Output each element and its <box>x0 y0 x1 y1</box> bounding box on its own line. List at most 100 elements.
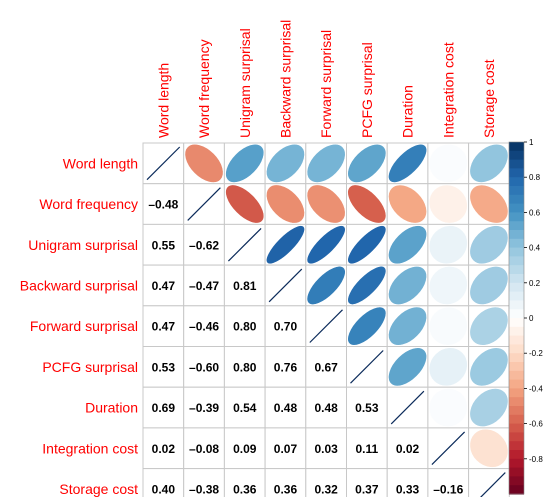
color-legend-segment <box>509 256 524 266</box>
correlation-ellipse <box>428 306 468 346</box>
grid-cell <box>305 468 347 502</box>
correlation-value: –0.46 <box>189 320 219 334</box>
correlation-value: 0.02 <box>152 442 176 456</box>
correlation-ellipse <box>184 143 224 183</box>
grid-cell <box>142 264 185 307</box>
color-legend-segment <box>509 476 524 486</box>
diagonal-line <box>146 146 181 181</box>
correlation-ellipse <box>347 143 387 183</box>
correlation-ellipse <box>306 184 346 224</box>
column-label: Backward surprisal <box>277 20 293 138</box>
correlation-ellipse <box>388 306 427 346</box>
grid-cell <box>183 386 225 429</box>
diagonal-line <box>227 227 262 262</box>
column-label: PCFG surprisal <box>359 42 375 138</box>
correlation-ellipse <box>388 184 427 224</box>
color-legend-segment <box>509 159 524 169</box>
correlation-value: –0.47 <box>189 279 219 293</box>
color-legend-segment <box>509 247 524 257</box>
color-legend-segment <box>509 326 524 337</box>
diagonal-line <box>350 350 384 384</box>
color-legend-segment <box>509 450 524 460</box>
grid-cell <box>386 427 429 470</box>
color-legend-segment <box>509 265 524 275</box>
color-legend-segment <box>509 212 524 222</box>
correlation-value: 0.54 <box>233 401 257 415</box>
column-label: Storage cost <box>481 59 497 138</box>
correlation-ellipse <box>306 266 346 305</box>
correlation-value: 0.70 <box>274 320 298 334</box>
color-legend-segment <box>509 300 524 310</box>
correlation-value: 0.81 <box>233 279 257 293</box>
color-legend: 1 0.8 0.6 0.4 0.2 0 -0.2 -0.4 -0.6 -0.8 <box>508 138 543 495</box>
correlation-ellipse <box>388 225 427 265</box>
grid-cell <box>142 468 185 502</box>
correlation-ellipse <box>266 184 305 224</box>
correlation-ellipse <box>469 143 509 183</box>
row-label: PCFG surprisal <box>42 359 138 375</box>
correlation-value: 0.40 <box>152 482 176 496</box>
color-legend-segment <box>509 168 524 178</box>
color-legend-segment <box>509 238 524 249</box>
column-label: Word length <box>155 63 171 138</box>
correlation-ellipse <box>428 388 468 427</box>
grid-cell <box>305 386 347 429</box>
grid-cell <box>264 305 307 347</box>
column-label: Duration <box>400 85 416 138</box>
row-label: Backward surprisal <box>20 277 138 293</box>
correlation-ellipse <box>469 388 509 427</box>
column-labels: Word length Word frequency Unigram surpris… <box>155 20 497 138</box>
correlation-ellipse <box>388 143 427 183</box>
color-legend-tick-label: 0 <box>529 314 534 323</box>
grid-cell <box>305 346 347 388</box>
grid-cell <box>183 264 225 307</box>
color-legend-segment <box>509 458 524 469</box>
grid-cell <box>142 183 185 225</box>
color-legend-tick-label: 0.2 <box>529 279 541 288</box>
diagonal-line <box>268 268 303 303</box>
grid-cell <box>264 468 307 502</box>
color-legend-segment <box>509 221 524 231</box>
correlation-value: –0.62 <box>189 238 219 252</box>
color-legend-segment <box>509 414 524 425</box>
correlation-value: –0.39 <box>189 401 219 415</box>
grid-cell <box>142 305 185 347</box>
diagonal-line <box>309 309 343 343</box>
correlation-value: 0.48 <box>314 401 338 415</box>
color-legend-segment <box>509 203 524 213</box>
color-legend-segment <box>509 318 524 328</box>
color-legend-tick-label: 1 <box>529 138 534 147</box>
grid-cell <box>183 346 225 388</box>
correlation-value: 0.80 <box>233 320 257 334</box>
correlation-ellipse <box>388 266 427 305</box>
column-label: Word frequency <box>196 39 212 138</box>
correlation-ellipse <box>428 347 468 387</box>
row-label: Word length <box>63 155 138 171</box>
color-legend-segment <box>509 309 524 319</box>
correlation-value: 0.37 <box>355 482 379 496</box>
color-legend-segment <box>509 423 524 433</box>
correlation-ellipse <box>428 184 468 224</box>
color-legend-tick-label: -0.8 <box>529 455 543 464</box>
correlation-value: 0.36 <box>233 482 257 496</box>
correlation-value: –0.38 <box>189 482 219 496</box>
color-legend-segment <box>509 432 524 442</box>
correlation-value: –0.60 <box>189 360 219 374</box>
correlation-value: 0.47 <box>152 320 176 334</box>
correlation-value: 0.47 <box>152 279 176 293</box>
correlation-ellipse <box>469 184 509 224</box>
correlation-ellipse <box>469 225 509 265</box>
correlation-value: –0.48 <box>148 198 178 212</box>
color-legend-tick-label: 0.4 <box>529 244 541 253</box>
row-label: Unigram surprisal <box>28 237 138 253</box>
correlation-value: 0.09 <box>233 442 257 456</box>
correlation-ellipse <box>347 184 387 224</box>
row-label: Forward surprisal <box>30 318 138 334</box>
diagonal-line <box>187 187 221 221</box>
color-legend-segment <box>509 282 524 293</box>
diagonal-line <box>390 390 425 425</box>
color-legend-segment <box>509 344 524 354</box>
correlation-value: 0.07 <box>274 442 298 456</box>
color-legend-segment <box>509 186 524 196</box>
